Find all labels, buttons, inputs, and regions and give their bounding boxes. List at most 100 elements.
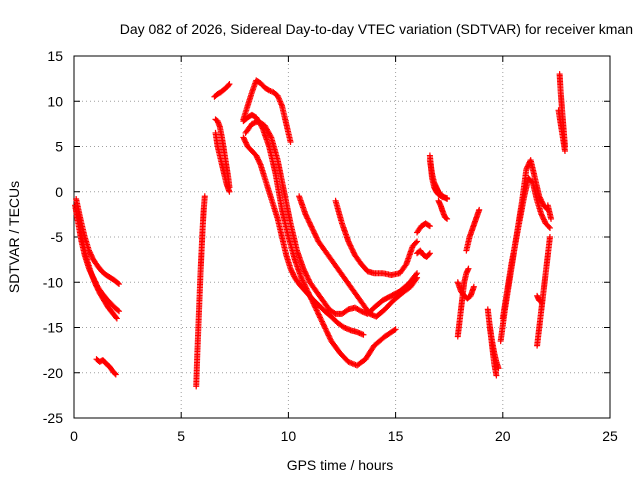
data-point [317,315,324,322]
data-point [113,314,120,321]
axis-ticks [73,55,611,419]
data-point [114,280,121,287]
data-point [561,148,568,155]
data-point [298,274,305,281]
data-point [391,327,398,334]
series-track-8 [211,81,233,100]
series-track-19 [435,197,451,222]
data-point [326,335,333,342]
data-point [307,220,314,227]
x-tick-label: 20 [495,428,511,444]
data-point [312,304,319,311]
data-point [315,311,322,318]
series-track-15 [414,247,433,260]
y-tick-label: 5 [55,139,63,155]
data-point [350,249,357,256]
data-point [298,276,305,283]
data-point [302,271,309,278]
data-point [302,269,309,276]
data-point [426,223,433,230]
data-point [300,278,307,285]
data-point [300,280,307,287]
y-tick-label: -15 [43,320,63,336]
data-point [347,242,354,249]
data-point [267,133,274,140]
data-point [546,234,553,240]
data-point [323,326,330,333]
data-point [112,370,119,377]
data-point [116,281,123,288]
data-point [476,206,483,213]
series-track-22 [463,206,483,254]
data-point [413,276,420,283]
data-point [299,277,306,284]
data-point [349,248,356,255]
y-tick-label: -20 [43,365,63,381]
data-point [426,251,433,258]
data-point [538,299,545,306]
series-track-10 [240,111,399,369]
series-track-20 [454,265,472,340]
data-point [360,331,367,338]
data-point [308,224,315,231]
data-point [226,81,233,88]
data-point [326,333,333,340]
data-point [312,231,319,238]
data-point [303,272,310,279]
data-point [225,81,232,88]
data-point [303,214,310,221]
data-point [304,215,311,222]
data-point [465,265,472,272]
x-tick-label: 15 [388,428,404,444]
data-point [321,322,328,329]
data-point [300,265,307,272]
data-point [114,307,121,314]
data-point [346,241,353,248]
data-point [316,313,323,320]
data-point [348,243,355,250]
y-tick-label: -25 [43,410,63,426]
series-track-12 [240,134,367,338]
data-point [548,215,555,222]
data-point [324,331,331,338]
data-point [304,273,311,280]
data-point [545,223,552,230]
data-point [305,218,312,225]
series-track-16 [414,220,433,236]
x-tick-label: 5 [177,428,185,444]
data-point [307,222,314,229]
data-point [308,223,315,230]
y-tick-label: -5 [51,229,64,245]
data-point [444,195,451,202]
y-axis-label: SDTVAR / TECUs [6,181,22,293]
data-point [345,238,352,245]
data-points [72,71,568,390]
x-tick-label: 25 [602,428,618,444]
series-track-5 [193,193,208,390]
series-track-9 [240,77,294,145]
data-point [312,233,319,240]
data-point [116,308,123,315]
y-tick-label: 15 [47,48,63,64]
data-point [346,239,353,246]
data-point [414,238,421,245]
data-point [303,212,310,219]
series-track-4 [93,356,119,378]
data-point [349,246,356,253]
y-tick-labels: -25 -20 -15 -10 -5 0 5 10 15 [43,48,63,426]
data-point [348,245,355,252]
grid [74,56,610,418]
data-point [318,317,325,324]
data-point [301,267,308,274]
data-point [320,321,327,328]
series-track-28 [534,292,545,306]
chart-title: Day 082 of 2026, Sidereal Day-to-day VTE… [120,21,633,37]
data-point [256,160,263,167]
data-point [470,283,477,290]
data-point [309,226,316,233]
data-point [301,268,308,275]
data-point [321,324,328,331]
data-point [493,372,500,379]
data-point [305,276,312,283]
data-point [315,310,322,317]
